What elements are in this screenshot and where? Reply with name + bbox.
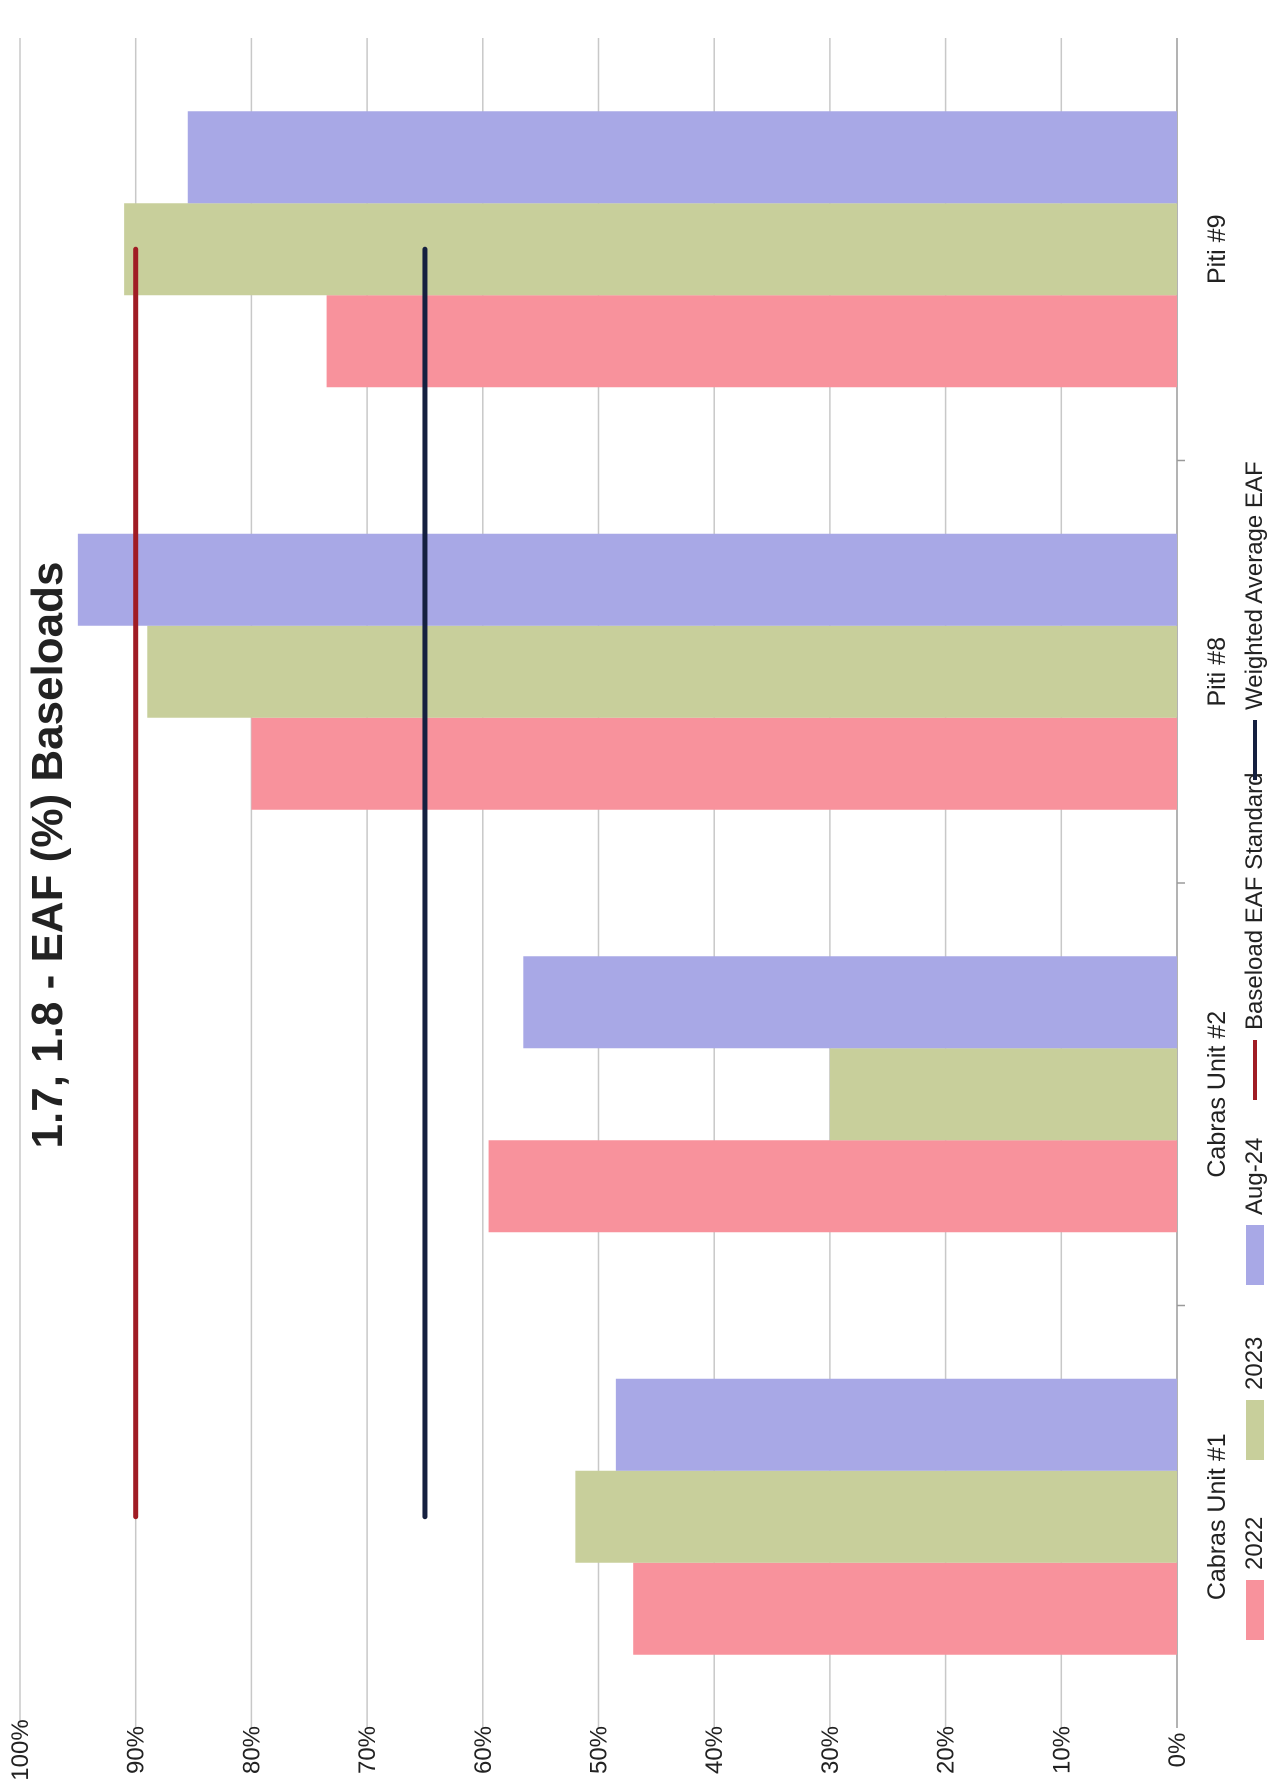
legend-swatch: [1246, 1400, 1264, 1460]
category-label: Cabras Unit #2: [1203, 1011, 1231, 1178]
bar: [251, 717, 1177, 810]
y-tick-label: 50%: [586, 1726, 613, 1774]
bar: [633, 1562, 1177, 1655]
y-tick-label: 80%: [238, 1726, 265, 1774]
legend-swatch: [1246, 1225, 1264, 1285]
y-tick-label: 30%: [817, 1726, 844, 1774]
bar: [147, 625, 1177, 718]
y-tick-label: 70%: [354, 1726, 381, 1774]
y-tick-label: 90%: [123, 1726, 150, 1774]
y-tick-label: 60%: [470, 1726, 497, 1774]
legend-label: Aug-24: [1241, 1138, 1268, 1215]
bar: [829, 1048, 1178, 1141]
category-label: Piti #8: [1203, 637, 1231, 706]
bar: [523, 956, 1177, 1049]
legend-label: 2022: [1241, 1517, 1268, 1570]
bar: [187, 111, 1177, 204]
bar: [615, 1378, 1177, 1471]
bar: [124, 203, 1177, 296]
y-tick-label: 10%: [1048, 1726, 1075, 1774]
legend-label: 2023: [1241, 1337, 1268, 1390]
legend-label: Baseload EAF Standard: [1241, 773, 1268, 1031]
y-tick-label: 20%: [933, 1726, 960, 1774]
chart-title: 1.7, 1.8 - EAF (%) Baseloads: [23, 562, 72, 1149]
y-tick-label: 40%: [701, 1726, 728, 1774]
bar: [575, 1470, 1177, 1563]
y-tick-label: 100%: [7, 1719, 34, 1780]
category-label: Piti #9: [1203, 215, 1231, 284]
bar: [326, 295, 1178, 388]
y-tick-label: 0%: [1164, 1733, 1191, 1768]
legend-label: Weighted Average EAF: [1241, 461, 1268, 710]
bar: [77, 533, 1178, 626]
bar: [488, 1140, 1177, 1233]
legend-swatch: [1246, 1580, 1264, 1640]
category-label: Cabras Unit #1: [1203, 1433, 1231, 1600]
